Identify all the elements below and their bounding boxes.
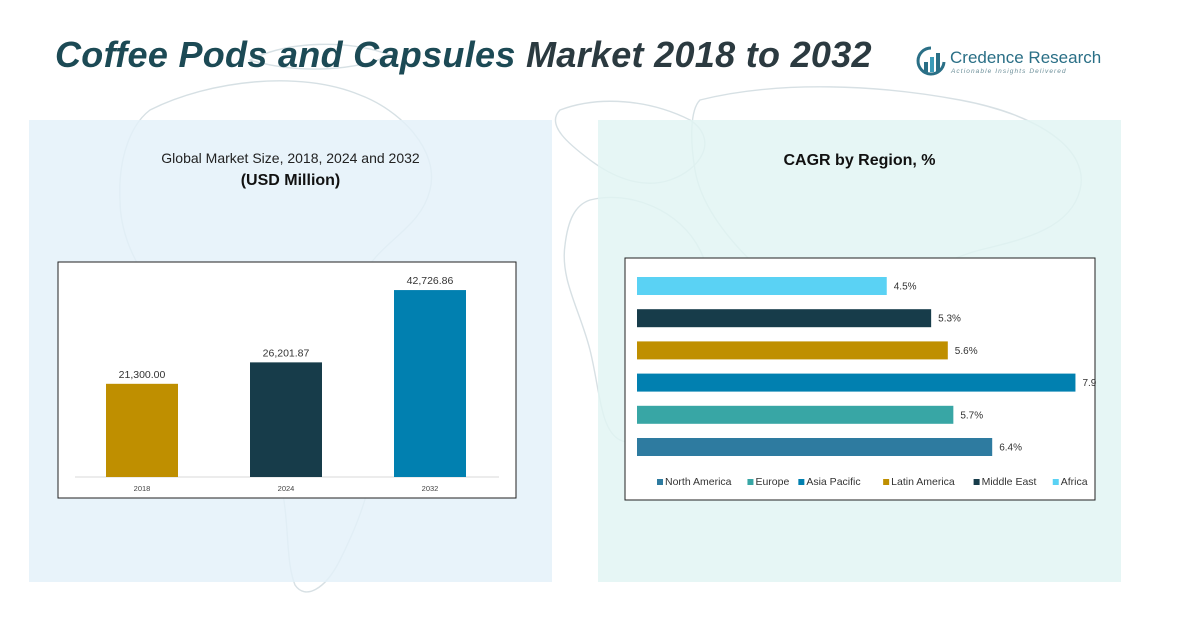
cagr-chart: 4.5% 5.3% 5.6% 7.9% 5.7% 6.4% North America Eu… [624,257,1096,501]
bar-value-label: 5.7% [960,410,983,421]
legend-label: North America [665,476,732,488]
logo-name: Credence Research [950,48,1102,67]
bar-value-label: 5.3% [938,314,961,325]
x-tick-label: 2032 [422,484,439,493]
logo-mark-icon [916,46,946,76]
bar-value-label: 5.6% [955,346,978,357]
bar-value-label: 4.5% [894,282,917,293]
legend-label: Latin America [891,476,955,488]
page-title: Coffee Pods and Capsules Market 2018 to … [55,34,872,76]
legend-label: Middle East [982,476,1037,488]
title-part-2: Market 2018 to 2032 [525,34,872,75]
bar-value-label: 26,201.87 [263,347,310,359]
bar-value-label: 42,726.86 [407,275,454,287]
logo-tagline: Actionable Insights Delivered [951,68,1067,75]
bar-europe [637,405,954,424]
bar-asia-pacific [637,373,1076,392]
bar-middle-east [637,309,932,328]
legend-swatch [883,479,890,485]
legend-swatch [657,479,663,485]
x-tick-label: 2018 [134,484,151,493]
legend-label: Africa [1061,476,1088,488]
x-tick-label: 2024 [278,484,295,493]
market-size-subtitle: (USD Million) [240,172,341,189]
legend-label: Asia Pacific [806,476,860,488]
bar-2024 [250,362,322,477]
legend-swatch [798,479,805,485]
legend-label: Europe [755,476,789,488]
bar-value-label: 6.4% [999,443,1022,454]
bar-africa [637,277,887,295]
legend-swatch [1052,479,1059,485]
legend-swatch [973,479,980,485]
bar-latin-america [637,341,948,360]
legend-swatch [747,479,754,485]
bar-value-label: 21,300.00 [119,369,166,381]
bar-north-america [637,438,993,456]
cagr-title: CAGR by Region, % [783,152,936,169]
title-part-1: Coffee Pods and Capsules [55,34,516,75]
company-logo: Credence Research Actionable Insights De… [916,46,1106,80]
bar-2018 [106,383,178,477]
bar-value-label: 7.9% [1082,378,1096,389]
bar-2032 [394,290,466,477]
market-size-title: Global Market Size, 2018, 2024 and 2032 [161,150,420,166]
market-size-chart: 21,300.00 2018 26,201.87 2024 42,726.86 2032 [57,261,517,499]
